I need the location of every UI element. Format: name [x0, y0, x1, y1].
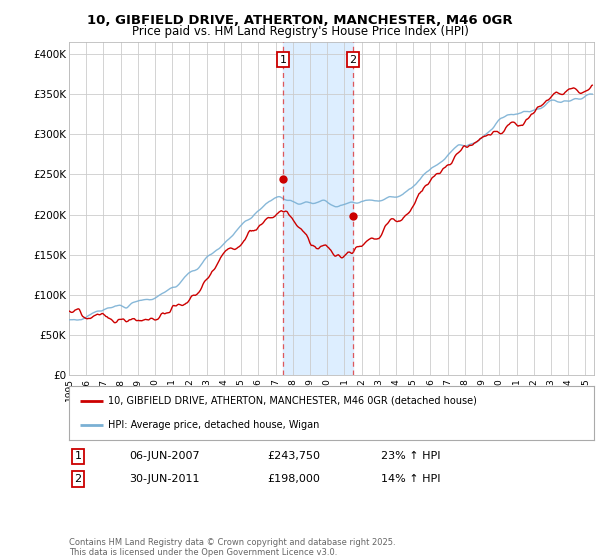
Bar [283, 42, 353, 375]
Text: 14% ↑ HPI: 14% ↑ HPI [381, 474, 440, 484]
Text: 1: 1 [280, 55, 286, 64]
Text: £198,000: £198,000 [267, 474, 320, 484]
Text: £243,750: £243,750 [267, 451, 320, 461]
Text: Price paid vs. HM Land Registry's House Price Index (HPI): Price paid vs. HM Land Registry's House … [131, 25, 469, 38]
Text: 10, GIBFIELD DRIVE, ATHERTON, MANCHESTER, M46 0GR: 10, GIBFIELD DRIVE, ATHERTON, MANCHESTER… [87, 14, 513, 27]
Text: 2: 2 [74, 474, 82, 484]
Text: 2: 2 [349, 55, 356, 64]
Text: 06-JUN-2007: 06-JUN-2007 [129, 451, 200, 461]
Text: 30-JUN-2011: 30-JUN-2011 [129, 474, 199, 484]
Text: HPI: Average price, detached house, Wigan: HPI: Average price, detached house, Wiga… [109, 420, 320, 430]
Text: 1: 1 [74, 451, 82, 461]
Text: 10, GIBFIELD DRIVE, ATHERTON, MANCHESTER, M46 0GR (detached house): 10, GIBFIELD DRIVE, ATHERTON, MANCHESTER… [109, 396, 477, 406]
Text: Contains HM Land Registry data © Crown copyright and database right 2025.
This d: Contains HM Land Registry data © Crown c… [69, 538, 395, 557]
Text: 23% ↑ HPI: 23% ↑ HPI [381, 451, 440, 461]
